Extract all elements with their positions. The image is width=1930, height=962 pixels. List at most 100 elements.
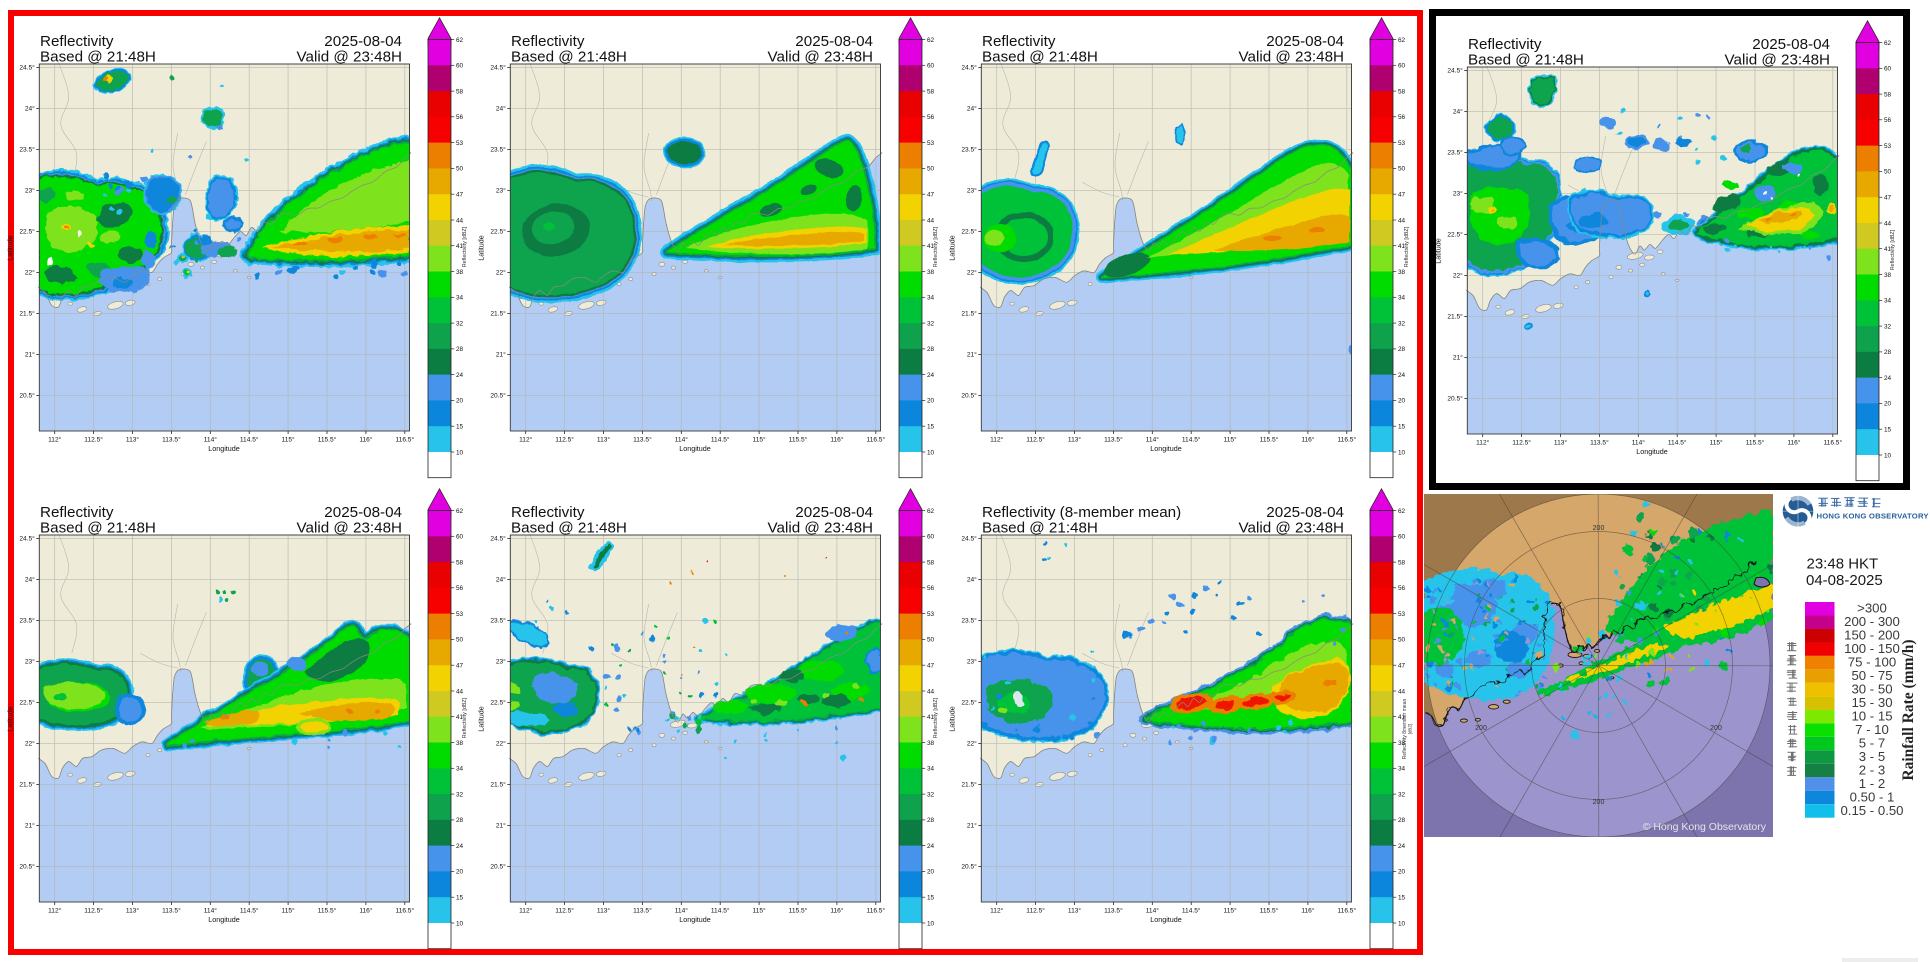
- svg-text:2025-08-04: 2025-08-04: [1266, 504, 1344, 521]
- svg-text:Reflectivity [dBZ]: Reflectivity [dBZ]: [1890, 229, 1896, 270]
- svg-text:Reflectivity: Reflectivity: [40, 504, 114, 521]
- svg-text:53: 53: [456, 140, 464, 147]
- svg-text:58: 58: [456, 88, 464, 95]
- svg-text:04-08-2025: 04-08-2025: [1806, 572, 1883, 589]
- svg-text:Reflectivity [dBZ]: Reflectivity [dBZ]: [933, 697, 939, 738]
- svg-text:44: 44: [1398, 688, 1406, 695]
- svg-text:53: 53: [927, 611, 935, 618]
- svg-text:56: 56: [1398, 114, 1406, 121]
- svg-text:34: 34: [1398, 295, 1406, 302]
- svg-text:60: 60: [927, 534, 935, 541]
- svg-text:30 - 50: 30 - 50: [1851, 682, 1892, 697]
- svg-text:200: 200: [1475, 725, 1487, 732]
- svg-text:58: 58: [927, 88, 935, 95]
- svg-text:Valid @ 23:48H: Valid @ 23:48H: [768, 49, 873, 66]
- svg-text:38: 38: [927, 269, 935, 276]
- svg-text:50: 50: [1398, 637, 1406, 644]
- svg-text:44: 44: [1884, 220, 1892, 227]
- svg-text:24: 24: [927, 372, 935, 379]
- svg-text:47: 47: [456, 663, 464, 670]
- svg-text:47: 47: [1398, 192, 1406, 199]
- svg-text:10: 10: [927, 449, 935, 456]
- svg-text:41: 41: [927, 714, 935, 721]
- svg-text:15 - 30: 15 - 30: [1851, 695, 1892, 710]
- svg-text:50: 50: [927, 166, 935, 173]
- svg-text:Valid @ 23:48H: Valid @ 23:48H: [297, 49, 402, 66]
- svg-text:44: 44: [456, 688, 464, 695]
- svg-text:58: 58: [1398, 88, 1406, 95]
- svg-text:20: 20: [927, 398, 935, 405]
- svg-text:© Hong Kong Observatory: © Hong Kong Observatory: [1643, 821, 1767, 833]
- svg-text:56: 56: [927, 114, 935, 121]
- svg-text:53: 53: [456, 611, 464, 618]
- svg-text:Based @ 21:48H: Based @ 21:48H: [40, 49, 156, 66]
- svg-text:53: 53: [1398, 611, 1406, 618]
- svg-text:58: 58: [927, 559, 935, 566]
- svg-text:15: 15: [927, 424, 935, 431]
- svg-text:38: 38: [1398, 269, 1406, 276]
- svg-text:23:48 HKT: 23:48 HKT: [1807, 556, 1879, 573]
- svg-text:56: 56: [927, 585, 935, 592]
- svg-text:60: 60: [927, 63, 935, 70]
- svg-text:10: 10: [456, 920, 464, 927]
- svg-text:200: 200: [1593, 525, 1605, 532]
- svg-text:56: 56: [456, 114, 464, 121]
- svg-text:47: 47: [1398, 663, 1406, 670]
- svg-text:2025-08-04: 2025-08-04: [1266, 33, 1344, 50]
- svg-text:58: 58: [1884, 91, 1892, 98]
- svg-text:32: 32: [1398, 320, 1406, 327]
- svg-text:200: 200: [1593, 799, 1605, 806]
- svg-text:2025-08-04: 2025-08-04: [795, 33, 873, 50]
- svg-text:2025-08-04: 2025-08-04: [795, 504, 873, 521]
- svg-text:62: 62: [456, 37, 464, 44]
- svg-text:41: 41: [1884, 246, 1892, 253]
- svg-text:20: 20: [927, 869, 935, 876]
- svg-text:32: 32: [927, 791, 935, 798]
- svg-text:10: 10: [1398, 920, 1406, 927]
- svg-text:62: 62: [456, 508, 464, 515]
- svg-text:32: 32: [1884, 323, 1892, 330]
- svg-text:Reflectivity: Reflectivity: [1468, 36, 1542, 53]
- svg-text:38: 38: [1884, 272, 1892, 279]
- svg-text:28: 28: [456, 817, 464, 824]
- svg-text:Reflectivity [dBZ]: Reflectivity [dBZ]: [933, 226, 939, 267]
- svg-text:32: 32: [927, 320, 935, 327]
- svg-text:41: 41: [927, 243, 935, 250]
- svg-text:Based @ 21:48H: Based @ 21:48H: [40, 520, 156, 537]
- svg-text:15: 15: [927, 895, 935, 902]
- svg-text:15: 15: [1398, 895, 1406, 902]
- svg-text:44: 44: [456, 217, 464, 224]
- svg-text:60: 60: [1884, 66, 1892, 73]
- svg-text:41: 41: [1398, 714, 1406, 721]
- svg-text:60: 60: [1398, 534, 1406, 541]
- svg-text:28: 28: [1884, 349, 1892, 356]
- svg-text:200: 200: [1710, 725, 1722, 732]
- svg-text:75 - 100: 75 - 100: [1848, 655, 1896, 670]
- svg-text:10: 10: [456, 449, 464, 456]
- svg-text:7 - 10: 7 - 10: [1855, 722, 1889, 737]
- svg-text:Reflectivity [dBZ]: Reflectivity [dBZ]: [462, 226, 468, 267]
- svg-text:Reflectivity: Reflectivity: [511, 504, 585, 521]
- svg-text:Reflectivity: Reflectivity: [40, 33, 114, 50]
- svg-text:24: 24: [456, 372, 464, 379]
- svg-text:Based @ 21:48H: Based @ 21:48H: [982, 49, 1098, 66]
- svg-text:58: 58: [456, 559, 464, 566]
- svg-text:47: 47: [927, 663, 935, 670]
- svg-text:20: 20: [456, 398, 464, 405]
- svg-text:32: 32: [1398, 791, 1406, 798]
- svg-text:0.15 - 0.50: 0.15 - 0.50: [1840, 803, 1903, 818]
- svg-text:15: 15: [1398, 424, 1406, 431]
- svg-text:34: 34: [927, 295, 935, 302]
- svg-text:62: 62: [927, 508, 935, 515]
- svg-text:[dBZ]: [dBZ]: [1408, 724, 1413, 735]
- svg-text:50: 50: [1398, 166, 1406, 173]
- svg-text:20: 20: [1398, 869, 1406, 876]
- svg-text:62: 62: [927, 37, 935, 44]
- svg-text:62: 62: [1398, 37, 1406, 44]
- svg-text:Rainfall Rate (mm/h): Rainfall Rate (mm/h): [1900, 639, 1917, 780]
- svg-text:Reflectivity: Reflectivity: [511, 33, 585, 50]
- svg-text:32: 32: [456, 320, 464, 327]
- svg-text:34: 34: [1398, 766, 1406, 773]
- svg-text:Reflectivity: Reflectivity: [982, 33, 1056, 50]
- svg-text:10: 10: [927, 920, 935, 927]
